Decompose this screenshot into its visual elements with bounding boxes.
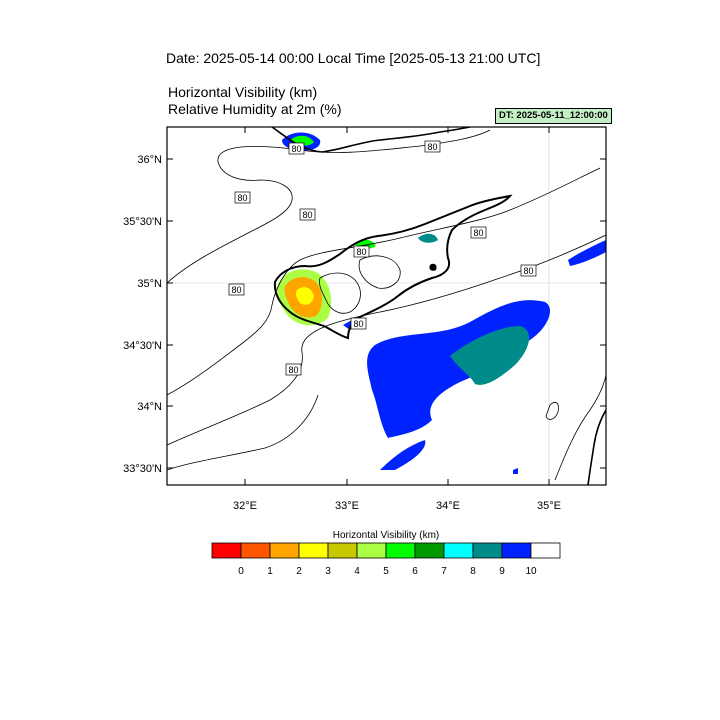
colorbar-swatch xyxy=(298,542,329,559)
colorbar-tick-label: 0 xyxy=(238,566,244,577)
svg-text:80: 80 xyxy=(473,228,483,238)
lat-labels: 36°N 35°30'N 35°N 34°30'N 34°N 33°30'N xyxy=(123,154,162,475)
contour-label: 80 xyxy=(228,283,245,296)
svg-text:80: 80 xyxy=(427,142,437,152)
lon-ticks xyxy=(244,127,550,485)
turkey-coastline xyxy=(271,127,471,153)
rh-contour-south xyxy=(167,234,606,446)
contour-labels: 80 80 80 80 80 80 80 80 80 80 xyxy=(228,140,537,376)
date-title: Date: 2025-05-14 00:00 Local Time [2025-… xyxy=(166,50,541,66)
colorbar-tick-label: 4 xyxy=(354,566,360,577)
colorbar-swatch xyxy=(530,542,561,559)
svg-text:80: 80 xyxy=(302,210,312,220)
colorbar-swatch xyxy=(443,542,474,559)
svg-text:80: 80 xyxy=(291,144,301,154)
lat-label: 33°30'N xyxy=(123,463,162,475)
colorbar-labels: 0 1 2 3 4 5 6 7 8 9 10 xyxy=(238,566,537,577)
colorbar-title: Horizontal Visibility (km) xyxy=(333,530,440,541)
lon-labels: 32°E 33°E 34°E 35°E xyxy=(233,500,561,512)
contour-label: 80 xyxy=(288,142,305,155)
contour-label: 80 xyxy=(353,245,370,258)
svg-text:80: 80 xyxy=(356,247,366,257)
levant-coastline xyxy=(587,409,606,485)
colorbar-tick-label: 9 xyxy=(499,566,505,577)
contour-label: 80 xyxy=(350,317,367,330)
contour-label: 80 xyxy=(424,140,441,153)
rh-contour-inner-1 xyxy=(319,272,361,314)
low-visibility-area xyxy=(367,300,551,438)
rh-contour-central xyxy=(167,167,601,396)
rh-contour-loop xyxy=(545,401,559,420)
low-visibility-dot xyxy=(513,468,518,474)
rh-contour-inner-2 xyxy=(358,255,401,289)
colorbar-swatch xyxy=(356,542,387,559)
map-plot-area xyxy=(167,127,606,485)
lat-label: 35°30'N xyxy=(123,216,162,228)
colorbar-swatch xyxy=(501,542,532,559)
low-visibility-patch-south xyxy=(380,440,426,470)
colorbar-tick-label: 8 xyxy=(470,566,476,577)
colorbar-swatch xyxy=(472,542,503,559)
colorbar-tick-label: 2 xyxy=(296,566,302,577)
rh-contours xyxy=(167,129,606,481)
colorbar-tick-label: 6 xyxy=(412,566,418,577)
svg-text:80: 80 xyxy=(353,319,363,329)
lon-label: 34°E xyxy=(436,500,460,512)
svg-text:80: 80 xyxy=(288,365,298,375)
cyprus-coastline xyxy=(273,194,513,340)
graticule xyxy=(167,127,606,485)
lat-label: 34°30'N xyxy=(123,340,162,352)
contour-label: 80 xyxy=(520,264,537,277)
colorbar-swatch xyxy=(269,542,300,559)
contour-label: 80 xyxy=(299,208,316,221)
colorbar-tick-label: 10 xyxy=(525,566,537,577)
contour-label: 80 xyxy=(470,226,487,239)
rh-contour-southwest xyxy=(167,394,319,471)
low-visibility-patch-east xyxy=(568,240,606,266)
colorbar-tick-label: 5 xyxy=(383,566,389,577)
svg-text:80: 80 xyxy=(231,285,241,295)
contour-label: 80 xyxy=(285,363,302,376)
inland-lake xyxy=(429,263,437,271)
svg-text:80: 80 xyxy=(237,193,247,203)
visibility-field xyxy=(277,132,606,474)
colorbar xyxy=(211,542,561,559)
svg-text:80: 80 xyxy=(523,266,533,276)
map-frame xyxy=(166,126,607,486)
lat-ticks xyxy=(167,158,606,469)
init-time-badge: DT: 2025-05-11_12:00:00 xyxy=(495,108,612,124)
variable-title-visibility: Horizontal Visibility (km) xyxy=(168,84,318,100)
low-visibility-core xyxy=(450,326,530,385)
lat-label: 34°N xyxy=(137,401,162,413)
colorbar-tick-label: 1 xyxy=(267,566,273,577)
lon-label: 35°E xyxy=(537,500,561,512)
lat-label: 36°N xyxy=(137,154,162,166)
colorbar-swatch xyxy=(240,542,271,559)
colorbar-tick-label: 3 xyxy=(325,566,331,577)
rh-contour-east xyxy=(554,374,606,481)
contour-label: 80 xyxy=(234,191,251,204)
colorbar-swatch xyxy=(211,542,242,559)
colorbar-swatch xyxy=(414,542,445,559)
lon-label: 32°E xyxy=(233,500,257,512)
colorbar-swatch xyxy=(385,542,416,559)
lon-label: 33°E xyxy=(335,500,359,512)
colorbar-tick-label: 7 xyxy=(441,566,447,577)
visibility-pocket-karpas xyxy=(418,233,438,243)
colorbar-swatch xyxy=(327,542,358,559)
variable-title-humidity: Relative Humidity at 2m (%) xyxy=(168,101,342,117)
lat-label: 35°N xyxy=(137,278,162,290)
visibility-pocket-west-core xyxy=(296,287,314,305)
rh-contour-north xyxy=(167,129,491,284)
